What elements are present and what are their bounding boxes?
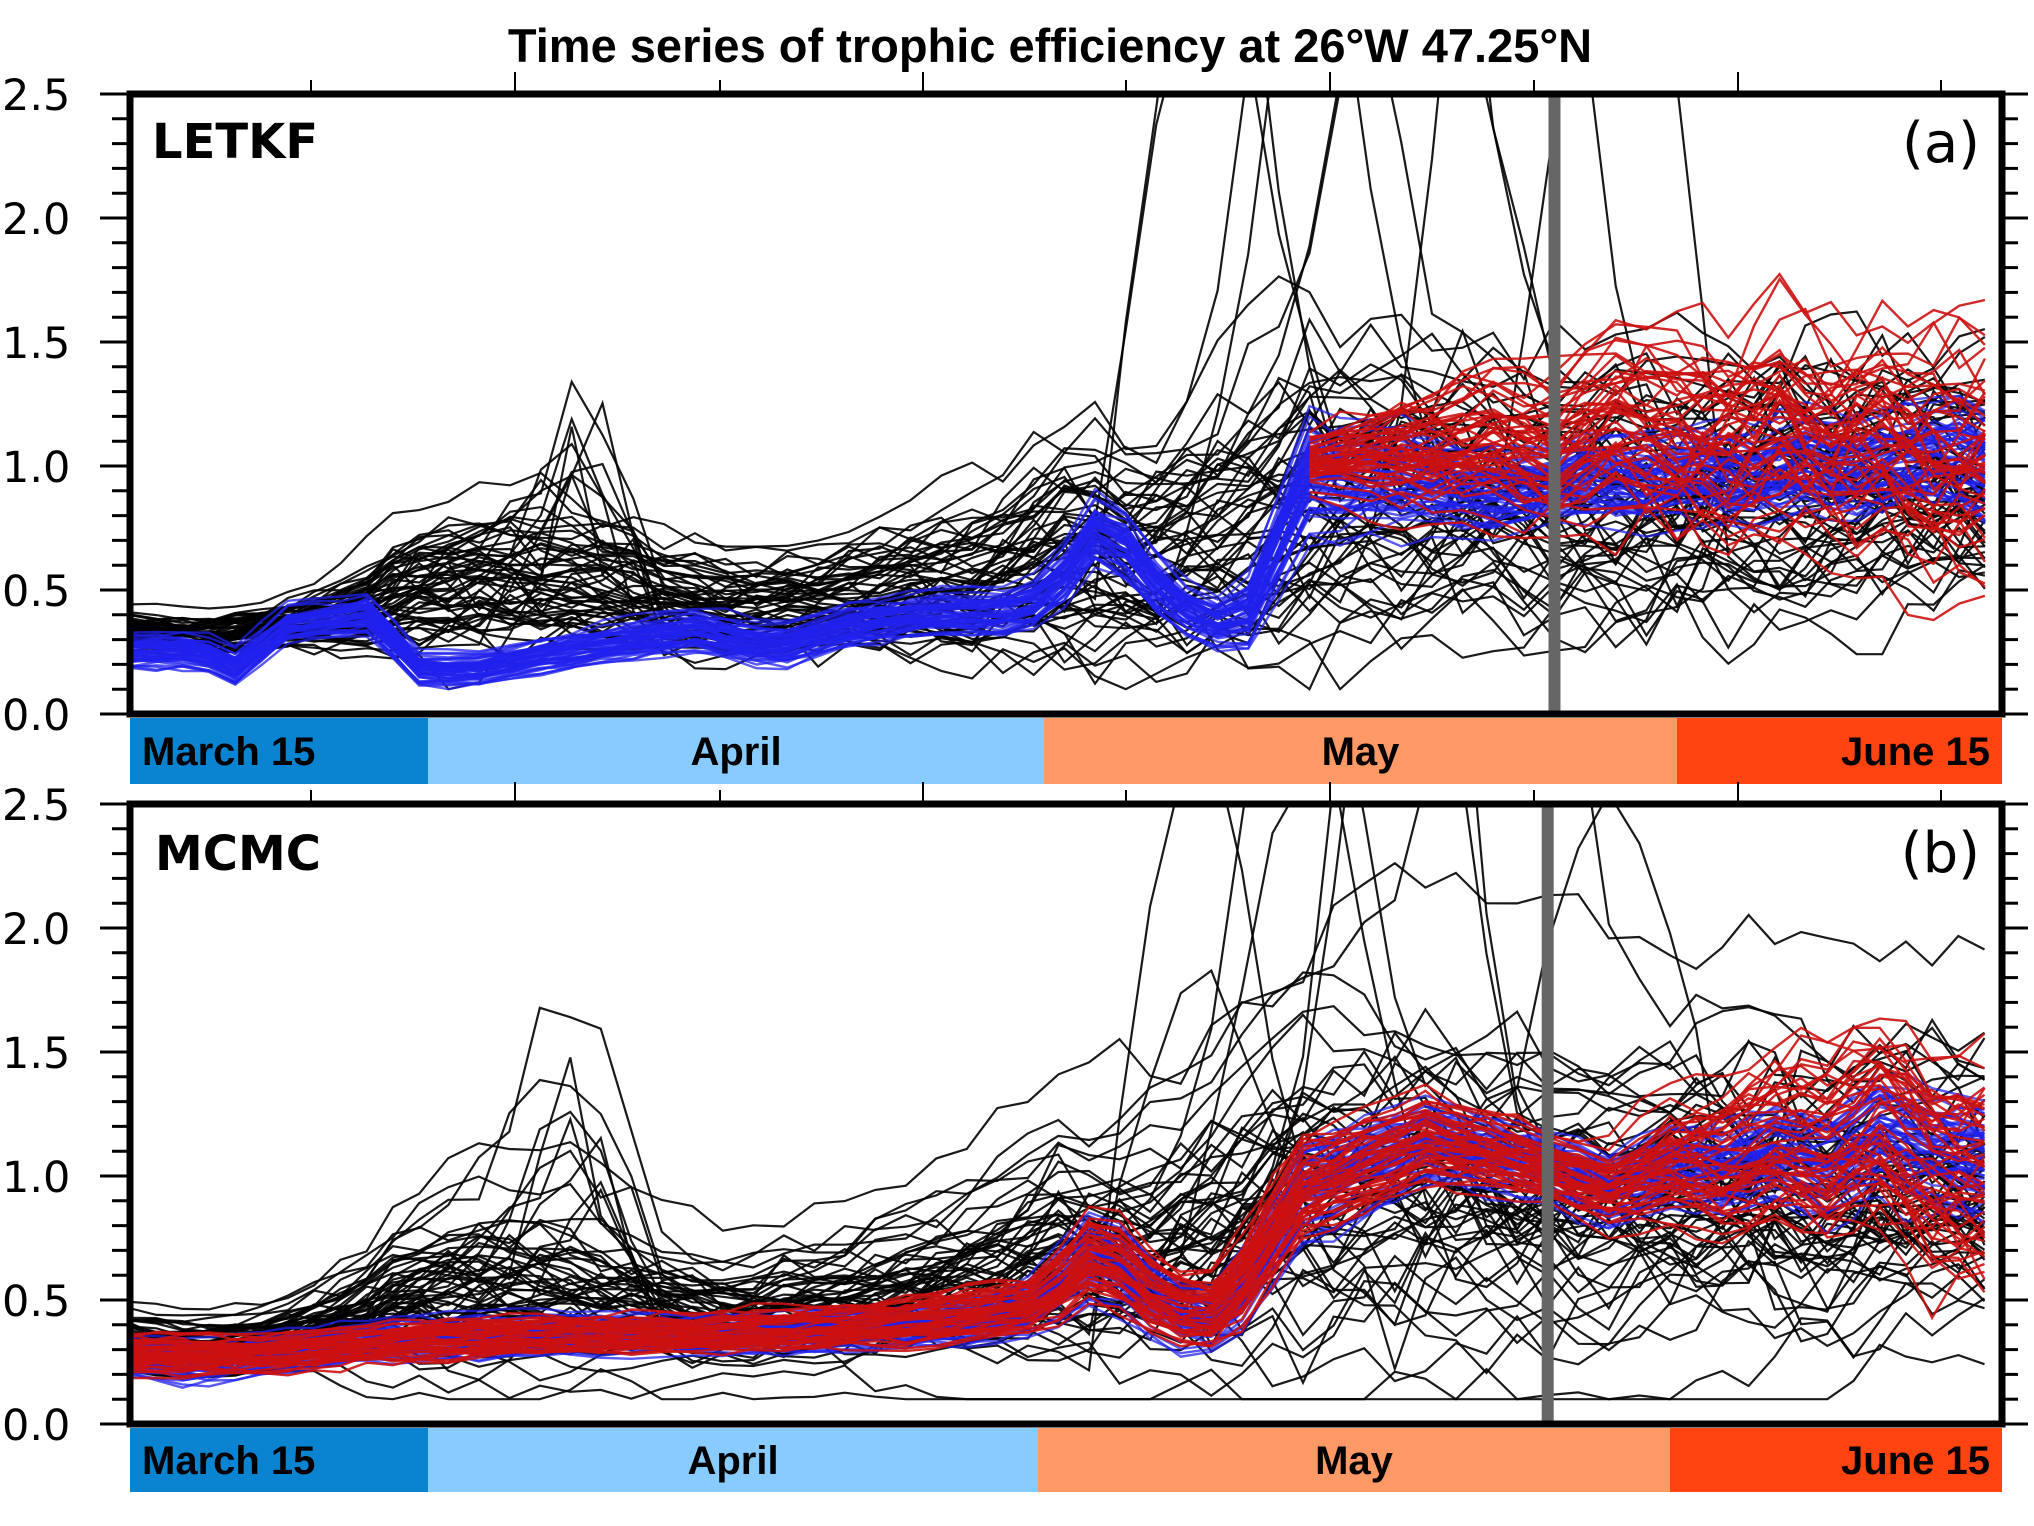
- axes-b: 0.0 0.5 1.0 1.5 2.0 2.5: [2, 781, 2028, 1451]
- ensemble-member-line: [130, 1179, 1985, 1367]
- month-bands-a: March 15 April May June 15: [130, 718, 2002, 784]
- ensemble-member-line: [1309, 391, 1986, 475]
- ensemble-member-line: [130, 861, 1986, 1311]
- ensemble-member-line: [1309, 372, 1986, 495]
- ensemble-member-line: [130, 275, 1986, 610]
- y-tick-label: 1.0: [2, 443, 70, 493]
- ensemble-member-line: [130, 1040, 1985, 1346]
- ensemble-member-line: [130, 804, 1986, 1317]
- ensemble-member-line: [1309, 276, 1986, 439]
- ensemble-member-line: [130, 1156, 1985, 1375]
- ensemble-member-line: [130, 502, 1986, 677]
- axes-a: 0.0 0.5 1.0 1.5 2.0 2.5: [2, 71, 2028, 741]
- ensemble-member-line: [130, 1119, 1985, 1360]
- y-tick-label: 0.5: [2, 1277, 70, 1327]
- ensemble-member-line: [1309, 307, 1986, 449]
- month-band: [1670, 1428, 2002, 1492]
- month-bands-b: March 15 April May June 15: [130, 1428, 2002, 1492]
- ensemble-member-line: [1309, 414, 1986, 476]
- y-tick-label: 2.0: [2, 905, 70, 955]
- ensemble-member-line: [130, 477, 1986, 686]
- ensemble-member-line: [130, 1148, 1985, 1368]
- y-tick-label: 0.0: [2, 691, 70, 741]
- series-forecast-ensemble: [1308, 272, 1986, 622]
- month-band-label: May: [1315, 1439, 1394, 1483]
- method-label-letkf: LETKF: [152, 114, 318, 170]
- month-band-label: April: [687, 1439, 778, 1483]
- y-tick-label: 2.5: [2, 781, 70, 831]
- y-tick-label: 0.0: [2, 1401, 70, 1451]
- month-band-label: May: [1322, 730, 1401, 774]
- ensemble-member-line: [1309, 494, 1986, 622]
- ensemble-member-line: [1309, 424, 1986, 489]
- y-tick-label: 1.5: [2, 319, 70, 369]
- panel-letter-a: (a): [1902, 111, 1980, 176]
- ensemble-member-line: [130, 1017, 1986, 1340]
- ensemble-member-line: [130, 463, 1986, 676]
- ensemble-member-line: [130, 416, 1986, 669]
- month-band-label: March 15: [142, 1439, 315, 1483]
- ensemble-member-line: [1309, 469, 1986, 563]
- y-tick-label: 1.5: [2, 1029, 70, 1079]
- panel-letter-b: (b): [1901, 821, 1980, 886]
- month-band: [130, 1428, 428, 1492]
- ensemble-member-line: [1309, 381, 1986, 478]
- ensemble-member-line: [130, 394, 1986, 653]
- ensemble-member-line: [1309, 357, 1986, 459]
- panel-b: March 15 April May June 15 0.0 0.5 1.0 1.5 2.0 2…: [2, 781, 2028, 1492]
- month-band-label: March 15: [142, 730, 315, 774]
- month-band-label: June 15: [1841, 730, 1990, 774]
- panel-a: March 15 April May June 15 0.0 0.5 1.0 1.5 2.0 2…: [2, 71, 2028, 784]
- ensemble-member-line: [130, 426, 1986, 645]
- month-band: [1038, 1428, 1670, 1492]
- ensemble-member-line: [130, 428, 1986, 661]
- month-band: [130, 718, 428, 784]
- ensemble-member-line: [1309, 401, 1986, 482]
- ensemble-lines-b: [130, 804, 1986, 1401]
- ensemble-member-line: [1309, 384, 1986, 470]
- ensemble-member-line: [1309, 429, 1986, 515]
- month-band: [1044, 718, 1677, 784]
- ensemble-member-line: [1309, 343, 1986, 456]
- ensemble-member-line: [1309, 465, 1986, 588]
- ensemble-member-line: [1309, 336, 1986, 476]
- ensemble-member-line: [130, 332, 1986, 629]
- plot-frame: [126, 90, 2006, 718]
- ensemble-member-line: [1309, 445, 1986, 566]
- month-band: [428, 718, 1044, 784]
- ensemble-member-line: [1308, 272, 1986, 434]
- y-tick-label: 0.5: [2, 567, 70, 617]
- month-band-label: April: [690, 730, 781, 774]
- month-band: [428, 1428, 1038, 1492]
- ensemble-member-line: [130, 971, 1986, 1323]
- ensemble-member-line: [130, 386, 1986, 625]
- ensemble-member-line: [1309, 446, 1986, 535]
- chart-title: Time series of trophic efficiency at 26°…: [508, 19, 1592, 72]
- plot-frame: [126, 800, 2006, 1428]
- ensemble-member-line: [130, 1297, 1986, 1401]
- month-band-label: June 15: [1841, 1439, 1990, 1483]
- ensemble-member-line: [130, 346, 1986, 628]
- method-label-mcmc: MCMC: [155, 826, 321, 882]
- series-forecast-ensemble: [130, 1017, 1986, 1380]
- y-tick-label: 2.0: [2, 195, 70, 245]
- y-tick-label: 1.0: [2, 1153, 70, 1203]
- ensemble-member-line: [130, 1040, 1985, 1332]
- month-band: [1677, 718, 2002, 784]
- ensemble-member-line: [130, 1177, 1985, 1378]
- y-tick-label: 2.5: [2, 71, 70, 121]
- ensemble-member-line: [130, 1096, 1985, 1357]
- ensemble-member-line: [130, 1010, 1986, 1336]
- ensemble-member-line: [130, 1086, 1986, 1351]
- ensemble-member-line: [130, 487, 1986, 687]
- ensemble-member-line: [130, 494, 1985, 671]
- vertical-marker-b: [1541, 804, 1554, 1424]
- vertical-marker-a: [1548, 94, 1561, 714]
- ensemble-member-line: [130, 1065, 1986, 1330]
- ensemble-lines-a: [130, 94, 1986, 691]
- ensemble-member-line: [1309, 430, 1986, 515]
